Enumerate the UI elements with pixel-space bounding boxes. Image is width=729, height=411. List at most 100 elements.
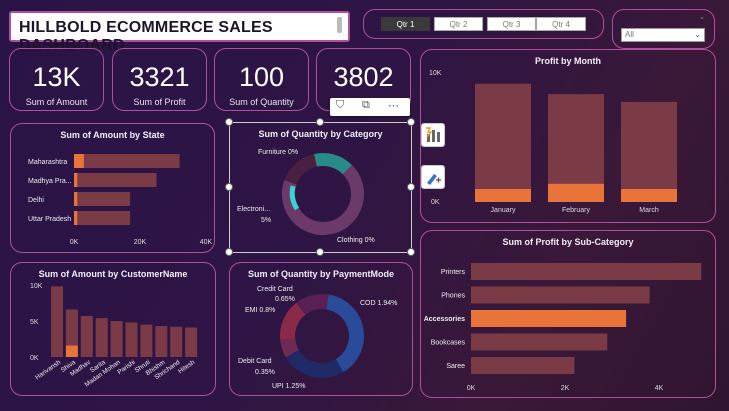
x-tick-label: January (491, 207, 516, 214)
bar (51, 286, 63, 357)
qtr-3-button[interactable]: Qtr 3 (487, 17, 536, 31)
donut-slice (282, 165, 364, 235)
chart-title: Sum of Quantity by PaymentMode (247, 269, 395, 279)
resize-handle-top-right[interactable] (407, 118, 415, 126)
resize-handle-bottom-left[interactable] (225, 248, 233, 256)
x-tick-label: 0K (70, 239, 79, 246)
x-tick-label: March (639, 207, 659, 214)
kpi-value: 13K (32, 62, 81, 92)
donut-slice (284, 153, 318, 185)
donut-highlight (289, 185, 300, 211)
kpi-label: Sum of Amount (25, 97, 88, 107)
qtr-1-button[interactable]: Qtr 1 (381, 17, 430, 31)
resize-handle-right[interactable] (407, 183, 415, 191)
kpi-label: Sum of Profit (133, 97, 186, 107)
bar-highlight (74, 192, 78, 206)
kpi-card-profit[interactable]: 3321 Sum of Profit (112, 48, 207, 111)
donut-slice (280, 302, 306, 340)
x-tick-label: February (562, 207, 591, 214)
chart-title: Sum of Quantity by Category (258, 129, 383, 139)
quantity-by-paymentmode-card[interactable]: Sum of Quantity by PaymentMode COD 1.94%… (229, 262, 413, 396)
y-tick-label: Bookcases (431, 340, 466, 347)
bar-highlight (65, 345, 78, 357)
bar-highlight (74, 173, 78, 187)
chart-title: Sum of Profit by Sub-Category (502, 237, 634, 247)
bar (471, 357, 575, 374)
filter-icon[interactable]: ⛉ (336, 99, 345, 111)
slice-label: COD 1.94% (360, 300, 397, 307)
dashboard-title-box: HILLBOLD ECOMMERCE SALES DASHBOARD (9, 11, 350, 54)
quarter-slicer: Qtr 1 Qtr 2 Qtr 3 Qtr 4 (363, 9, 604, 39)
bar-highlight (548, 183, 604, 202)
bar-highlight (74, 154, 84, 168)
slice-label: 0.35% (255, 369, 275, 376)
profit-by-month-chart: 10K 0K January February March (429, 70, 677, 214)
title-scrollbar[interactable] (337, 17, 342, 33)
y-tick-label: 10K (30, 283, 43, 290)
resize-handle-left[interactable] (225, 183, 233, 191)
profit-by-month-card[interactable]: Profit by Month 10K 0K January February Marc… (420, 49, 716, 223)
slicer-dropdown[interactable]: All ⌄ (621, 28, 705, 42)
resize-handle-bottom-right[interactable] (407, 248, 415, 256)
dropdown-value: All (625, 30, 634, 39)
bar (95, 318, 108, 357)
slice-label: EMI 0.8% (245, 307, 275, 314)
profit-by-subcategory-chart: Printers Phones Accessories Bookcases Saree 0… (424, 263, 702, 392)
slice-label: 0.65% (275, 296, 295, 303)
kpi-value: 100 (238, 62, 285, 92)
qtr-2-button[interactable]: Qtr 2 (434, 17, 483, 31)
bar (170, 326, 183, 357)
resize-handle-bottom[interactable] (316, 248, 324, 256)
bar (471, 310, 627, 327)
bar (80, 315, 93, 357)
x-tick-label: Hitesh (177, 359, 196, 376)
more-options-icon[interactable]: ⋯ (388, 100, 400, 112)
profit-by-subcategory-card[interactable]: Sum of Profit by Sub-Category Printers Ph… (420, 230, 716, 398)
bar (185, 327, 198, 357)
slicer-chevron-icon[interactable]: ⌄ (699, 14, 705, 21)
bar (74, 154, 180, 168)
quantity-by-category-card[interactable]: Sum of Quantity by Category Furniture 0%… (229, 122, 412, 253)
x-tick-label: 20K (134, 239, 147, 246)
kpi-card-quantity[interactable]: 100 Sum of Quantity (214, 48, 309, 111)
slice-label: Credit Card (257, 286, 293, 293)
slice-label: Clothing 0% (337, 237, 375, 244)
y-tick-label: 5K (30, 319, 39, 326)
bar (125, 322, 138, 357)
slice-label: UPI 1.25% (272, 383, 305, 390)
qtr-4-button[interactable]: Qtr 4 (536, 17, 586, 31)
x-tick-label: 0K (467, 385, 476, 392)
focus-mode-icon[interactable]: ⧉ (362, 99, 370, 111)
amount-by-customer-card[interactable]: Sum of Amount by CustomerName 0K 5K 10K Har… (10, 262, 216, 396)
bar (471, 286, 650, 304)
chart-title: Sum of Amount by CustomerName (38, 269, 188, 279)
chart-title: Profit by Month (535, 56, 601, 66)
chart-title: Sum of Amount by State (60, 130, 165, 140)
bar (74, 173, 157, 187)
bar (475, 83, 531, 202)
y-tick-label: Madhya Pra... (28, 178, 72, 185)
donut-slice (285, 349, 344, 378)
quantity-by-paymentmode-chart: COD 1.94% Credit Card 0.65%EMI 0.8% Debit C… (238, 286, 397, 390)
kpi-value: 3802 (333, 62, 394, 92)
amount-by-state-chart: Maharashtra Madhya Pra... Delhi Uttar Prade… (28, 154, 213, 246)
x-tick-label: 4K (655, 385, 664, 392)
y-tick-label: Phones (441, 293, 465, 300)
resize-handle-top[interactable] (316, 118, 324, 126)
bar (110, 321, 123, 357)
format-button[interactable] (421, 165, 445, 189)
chevron-down-icon: ⌄ (694, 30, 701, 39)
kpi-card-amount[interactable]: 13K Sum of Amount (9, 48, 104, 111)
dropdown-slicer: ⌄ All ⌄ (612, 9, 715, 49)
x-tick-label: Harivansh (34, 359, 62, 382)
quantity-by-category-chart: Furniture 0% Electroni... 5% Clothing 0% (237, 149, 375, 244)
bar (74, 192, 131, 206)
bar (74, 211, 131, 225)
visual-header-toolbar: ⛉ ⧉ ⋯ (330, 98, 410, 116)
resize-handle-top-left[interactable] (225, 118, 233, 126)
amount-by-state-card[interactable]: Sum of Amount by State Maharashtra Madhya… (10, 123, 215, 253)
y-tick-label: Uttar Pradesh (28, 216, 71, 223)
x-tick-label: 40K (200, 239, 213, 246)
analytics-button[interactable] (421, 123, 445, 147)
